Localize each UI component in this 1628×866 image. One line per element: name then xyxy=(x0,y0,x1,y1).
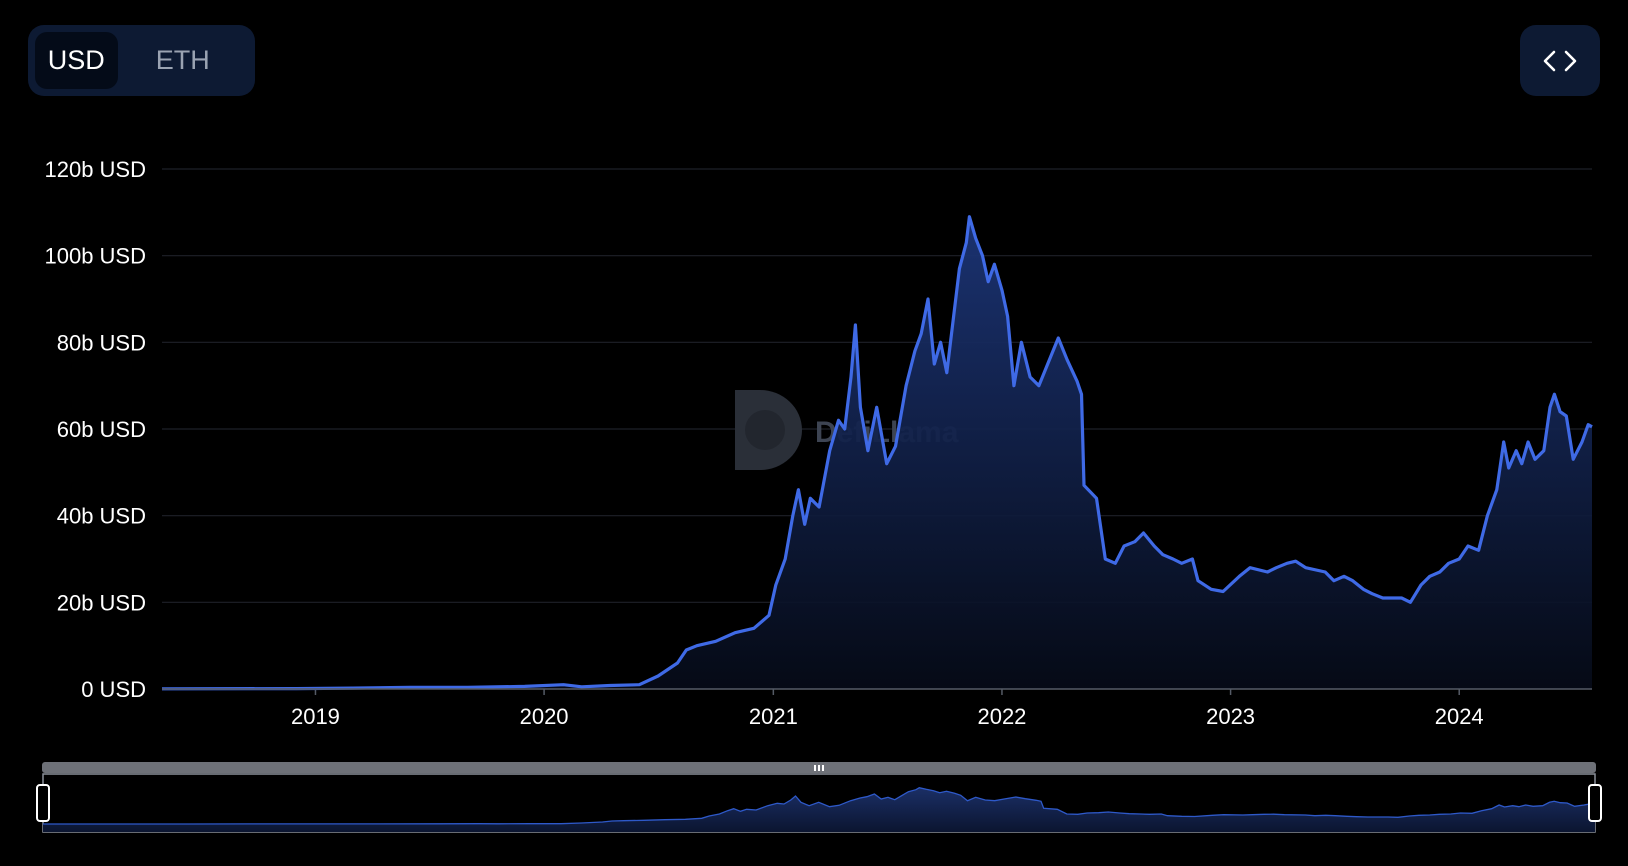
range-slider[interactable] xyxy=(36,762,1602,833)
y-tick-label: 60b USD xyxy=(57,417,146,442)
range-slider-grip-icon[interactable] xyxy=(814,765,824,771)
x-axis: 2019 2020 2021 2022 2023 2024 xyxy=(291,689,1484,729)
tvl-line xyxy=(161,215,1593,691)
y-tick-label: 80b USD xyxy=(57,330,146,355)
x-tick-label: 2024 xyxy=(1435,704,1484,729)
y-tick-label: 20b USD xyxy=(57,590,146,615)
range-slider-mini-line xyxy=(43,787,1596,825)
currency-toggle: USD ETH xyxy=(28,25,255,96)
x-tick-label: 2021 xyxy=(749,704,798,729)
y-tick-label: 40b USD xyxy=(57,504,146,529)
x-tick-label: 2020 xyxy=(520,704,569,729)
range-slider-mini-area xyxy=(43,787,1595,832)
embed-code-button[interactable] xyxy=(1520,25,1600,96)
x-tick-label: 2022 xyxy=(977,704,1026,729)
code-brackets-icon xyxy=(1543,50,1577,71)
range-slider-handle-left[interactable] xyxy=(36,784,50,822)
y-tick-label: 100b USD xyxy=(44,244,146,269)
x-tick-label: 2019 xyxy=(291,704,340,729)
currency-option-usd[interactable]: USD xyxy=(35,32,118,89)
y-tick-label: 120b USD xyxy=(44,157,146,182)
y-axis: 0 USD 20b USD 40b USD 60b USD 80b USD 100b US… xyxy=(44,157,146,702)
x-tick-label: 2023 xyxy=(1206,704,1255,729)
y-tick-label: 0 USD xyxy=(81,677,146,702)
currency-option-eth[interactable]: ETH xyxy=(155,45,210,75)
tvl-area xyxy=(162,216,1592,689)
range-slider-handle-right[interactable] xyxy=(1588,784,1602,822)
